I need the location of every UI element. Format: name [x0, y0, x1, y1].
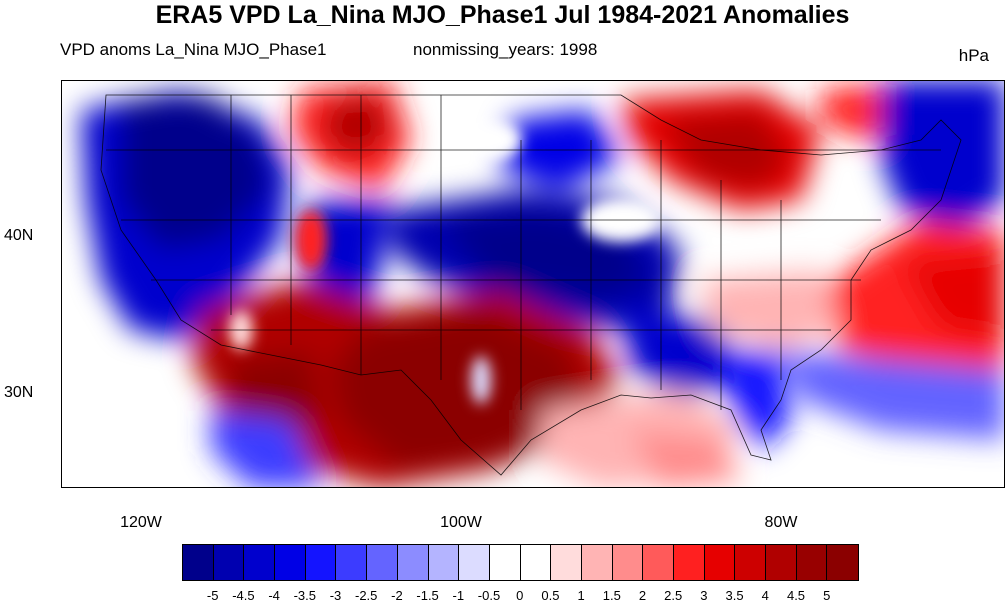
- colorbar-label: 1.5: [602, 588, 621, 603]
- map-title: ERA5 VPD La_Nina MJO_Phase1 Jul 1984-202…: [155, 1, 850, 29]
- colorbar-swatch: [275, 545, 306, 580]
- colorbar-label: 0.5: [541, 588, 560, 603]
- colorbar-label: -1.5: [416, 588, 439, 603]
- colorbar-label: -1: [452, 588, 465, 603]
- colorbar-label: 4.5: [786, 588, 806, 603]
- colorbar-swatch: [336, 545, 368, 580]
- colorbar-swatch: [428, 545, 460, 580]
- colorbar: [182, 544, 860, 581]
- colorbar-label: 3: [700, 588, 708, 603]
- x-tick-label: 80W: [764, 514, 798, 531]
- colorbar-swatch: [244, 545, 276, 580]
- x-tick-label: 120W: [120, 514, 162, 531]
- colorbar-label: 5: [823, 588, 831, 603]
- colorbar-label: 3.5: [725, 588, 744, 603]
- subtitle-left: VPD anoms La_Nina MJO_Phase1: [60, 40, 327, 59]
- colorbar-swatch: [489, 545, 521, 580]
- colorbar-swatch: [367, 545, 398, 580]
- y-tick-label: 30N: [4, 383, 34, 401]
- colorbar-label: -3: [329, 588, 342, 603]
- colorbar-swatch: [735, 545, 767, 580]
- colorbar-swatch: [796, 545, 828, 580]
- colorbar-label: -3.5: [293, 588, 316, 603]
- anomaly-field: [61, 80, 1005, 488]
- x-tick-label: 100W: [440, 514, 482, 531]
- colorbar-swatch: [183, 545, 214, 580]
- units-label: hPa: [958, 46, 989, 65]
- colorbar-label: -2: [391, 588, 403, 603]
- colorbar-label: 0: [516, 588, 524, 603]
- subtitle-center: nonmissing_years: 1998: [413, 40, 598, 59]
- colorbar-swatch: [612, 545, 644, 580]
- colorbar-label: -2.5: [354, 588, 378, 603]
- anomaly-map: [61, 80, 1005, 488]
- colorbar-swatch: [766, 545, 797, 580]
- colorbar-label: -5: [206, 588, 219, 603]
- colorbar-swatch: [551, 545, 582, 580]
- colorbar-swatch: [397, 545, 429, 580]
- colorbar-label: 2: [638, 588, 647, 603]
- colorbar-swatch: [520, 545, 552, 580]
- colorbar-label: -4.5: [232, 588, 255, 603]
- colorbar-swatch: [581, 545, 613, 580]
- colorbar-swatch: [674, 545, 705, 580]
- colorbar-label: -0.5: [477, 588, 501, 603]
- colorbar-label: 2.5: [664, 588, 683, 603]
- colorbar-swatch: [704, 545, 736, 580]
- y-tick-label: 40N: [4, 226, 34, 244]
- colorbar-swatch: [459, 545, 490, 580]
- colorbar-label: 4: [761, 588, 769, 603]
- colorbar-label: 1: [577, 588, 585, 603]
- colorbar-swatch: [213, 545, 245, 580]
- colorbar-swatch: [643, 545, 674, 580]
- colorbar-swatch: [305, 545, 337, 580]
- colorbar-swatch: [827, 545, 859, 580]
- colorbar-label: -4: [268, 588, 280, 603]
